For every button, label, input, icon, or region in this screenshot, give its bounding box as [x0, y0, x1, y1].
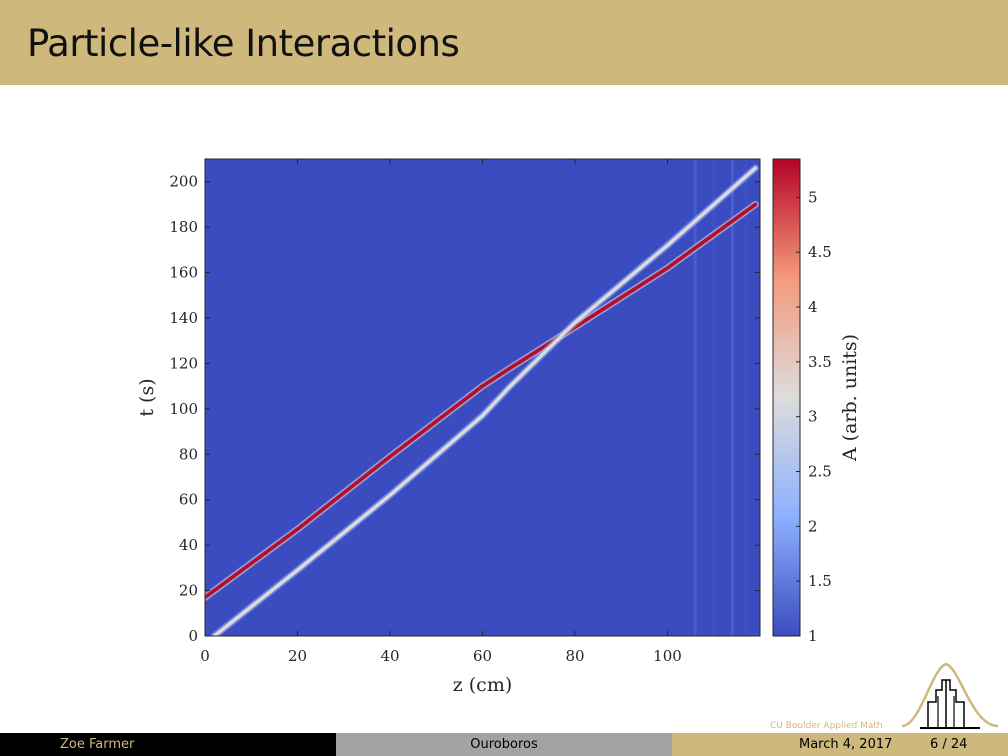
- x-tick-label: 0: [200, 647, 210, 665]
- y-tick-label: 120: [169, 354, 198, 372]
- soliton-track-1: [205, 202, 758, 600]
- colorbar-gradient: [772, 158, 801, 637]
- x-tick-label: 80: [565, 647, 584, 665]
- logo-caption: CU Boulder Applied Math: [770, 721, 883, 731]
- footer-date: March 4, 2017: [799, 737, 893, 752]
- footer-title-segment: Ouroboros: [336, 733, 672, 756]
- x-tick-label: 100: [653, 647, 682, 665]
- y-tick-label: 60: [179, 491, 198, 509]
- plot-area: 0 20 40 60 80 100 0 20 40 60 80 100 120 140 160 180 200: [169, 158, 761, 665]
- colorbar-label: A (arb. units): [839, 334, 861, 462]
- y-tick-label: 80: [179, 445, 198, 463]
- x-tick-label: 40: [380, 647, 399, 665]
- y-tick-label: 140: [169, 309, 198, 327]
- colorbar-tick-label: 1.5: [808, 572, 832, 590]
- colorbar-tick-label: 2: [808, 517, 818, 535]
- colorbar: 1 1.5 2 2.5 3 3.5 4 4.5 5: [772, 158, 832, 645]
- slide-title: Particle-like Interactions: [27, 22, 460, 65]
- heatmap-background: [205, 159, 760, 636]
- y-axis-label: t (s): [136, 378, 158, 416]
- y-tick-label: 0: [188, 627, 198, 645]
- background-texture: [693, 159, 748, 636]
- colorbar-tick-label: 4.5: [808, 243, 832, 261]
- y-tick-label: 160: [169, 264, 198, 282]
- y-tick-label: 20: [179, 582, 198, 600]
- footer: Zoe Farmer Ouroboros March 4, 2017 6 / 2…: [0, 733, 1008, 756]
- colorbar-tick-label: 1: [808, 627, 818, 645]
- x-axis-label: z (cm): [453, 674, 513, 696]
- y-tick-label: 200: [169, 173, 198, 191]
- colorbar-tick-label: 3: [808, 408, 818, 426]
- colorbar-tick-label: 2.5: [808, 463, 832, 481]
- soliton-tracks: [205, 164, 759, 636]
- y-tick-label: 180: [169, 218, 198, 236]
- title-bar: Particle-like Interactions: [0, 0, 1008, 85]
- colorbar-tick-label: 4: [808, 298, 818, 316]
- footer-author-segment: Zoe Farmer: [0, 733, 336, 756]
- footer-page-number: 6 / 24: [930, 737, 968, 752]
- colorbar-tick-label: 5: [808, 188, 818, 206]
- footer-talk-title: Ouroboros: [470, 737, 538, 752]
- y-tick-label: 100: [169, 400, 198, 418]
- heatmap-figure: 0 20 40 60 80 100020406080100120140160180200 …: [136, 158, 861, 696]
- x-tick-label: 20: [288, 647, 307, 665]
- soliton-track-2: [212, 166, 758, 636]
- colorbar-tick-label: 3.5: [808, 353, 832, 371]
- footer-author: Zoe Farmer: [60, 737, 135, 752]
- x-tick-label: 60: [473, 647, 492, 665]
- footer-date-segment: March 4, 2017 6 / 24: [672, 733, 1008, 756]
- y-tick-label: 40: [179, 536, 198, 554]
- cu-buildings-logo-icon: [901, 662, 999, 729]
